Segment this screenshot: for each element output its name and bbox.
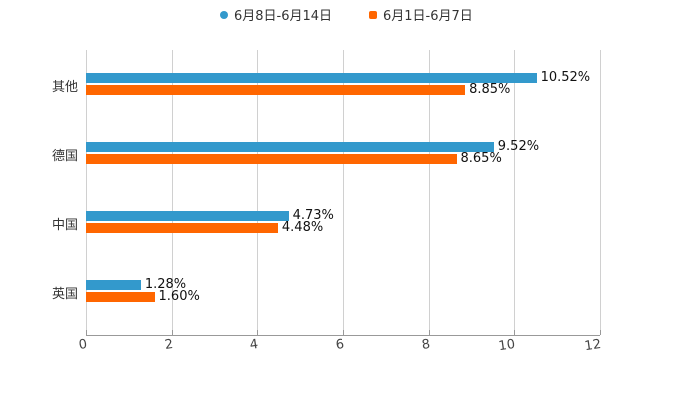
x-axis-tick-label: 6	[334, 337, 346, 354]
legend-item-series-1[interactable]: 6月8日-6月14日	[220, 5, 332, 24]
gridline	[429, 50, 430, 335]
bar-series-1[interactable]	[86, 73, 537, 83]
x-axis-tick	[86, 330, 87, 335]
bar-value-label: 1.28%	[144, 277, 187, 292]
x-axis-tick	[514, 330, 515, 335]
gridline	[86, 50, 87, 335]
x-axis-tick	[257, 330, 258, 335]
bar-value-label: 10.52%	[540, 70, 591, 85]
x-axis-tick-label: 8	[420, 337, 432, 354]
bar-series-1[interactable]	[86, 142, 494, 152]
bar-value-label: 9.52%	[497, 139, 540, 154]
category-label: 其他	[51, 80, 78, 95]
gridline	[600, 50, 601, 335]
legend-item-series-2[interactable]: 6月1日-6月7日	[369, 5, 473, 24]
x-axis-tick-label: 2	[163, 337, 175, 354]
gridline	[514, 50, 515, 335]
bar-value-label: 4.48%	[281, 220, 324, 235]
legend-circle-icon	[220, 10, 228, 19]
category-label: 中国	[51, 218, 78, 233]
bar-series-2[interactable]	[86, 154, 457, 164]
x-axis-tick	[343, 330, 344, 335]
bar-value-label: 8.65%	[460, 151, 502, 166]
bar-value-label: 8.85%	[469, 82, 511, 97]
bar-value-label: 1.60%	[158, 289, 200, 304]
bar-series-2[interactable]	[86, 292, 155, 302]
gridline	[172, 50, 173, 335]
legend-label: 6月1日-6月7日	[383, 9, 473, 24]
bar-series-2[interactable]	[86, 223, 278, 233]
category-label: 德国	[51, 149, 78, 164]
bar-series-1[interactable]	[86, 211, 289, 221]
x-axis-tick	[429, 330, 430, 335]
gridline	[343, 50, 344, 335]
gridline	[257, 50, 258, 335]
x-axis-tick-label: 10	[497, 337, 517, 355]
bar-series-2[interactable]	[86, 85, 466, 95]
bar-series-1[interactable]	[86, 280, 141, 290]
x-axis-tick-label: 12	[583, 337, 603, 355]
legend-square-icon	[369, 10, 377, 19]
chart-legend: 6月8日-6月14日 6月1日-6月7日	[0, 5, 700, 24]
category-label: 英国	[51, 287, 78, 302]
x-axis-tick-label: 0	[77, 337, 89, 354]
legend-label: 6月8日-6月14日	[234, 9, 333, 24]
x-axis-tick	[172, 330, 173, 335]
x-axis-tick-label: 4	[248, 337, 260, 354]
x-axis-tick	[600, 330, 601, 335]
bar-value-label: 4.73%	[292, 208, 334, 223]
x-axis-line	[86, 335, 600, 336]
